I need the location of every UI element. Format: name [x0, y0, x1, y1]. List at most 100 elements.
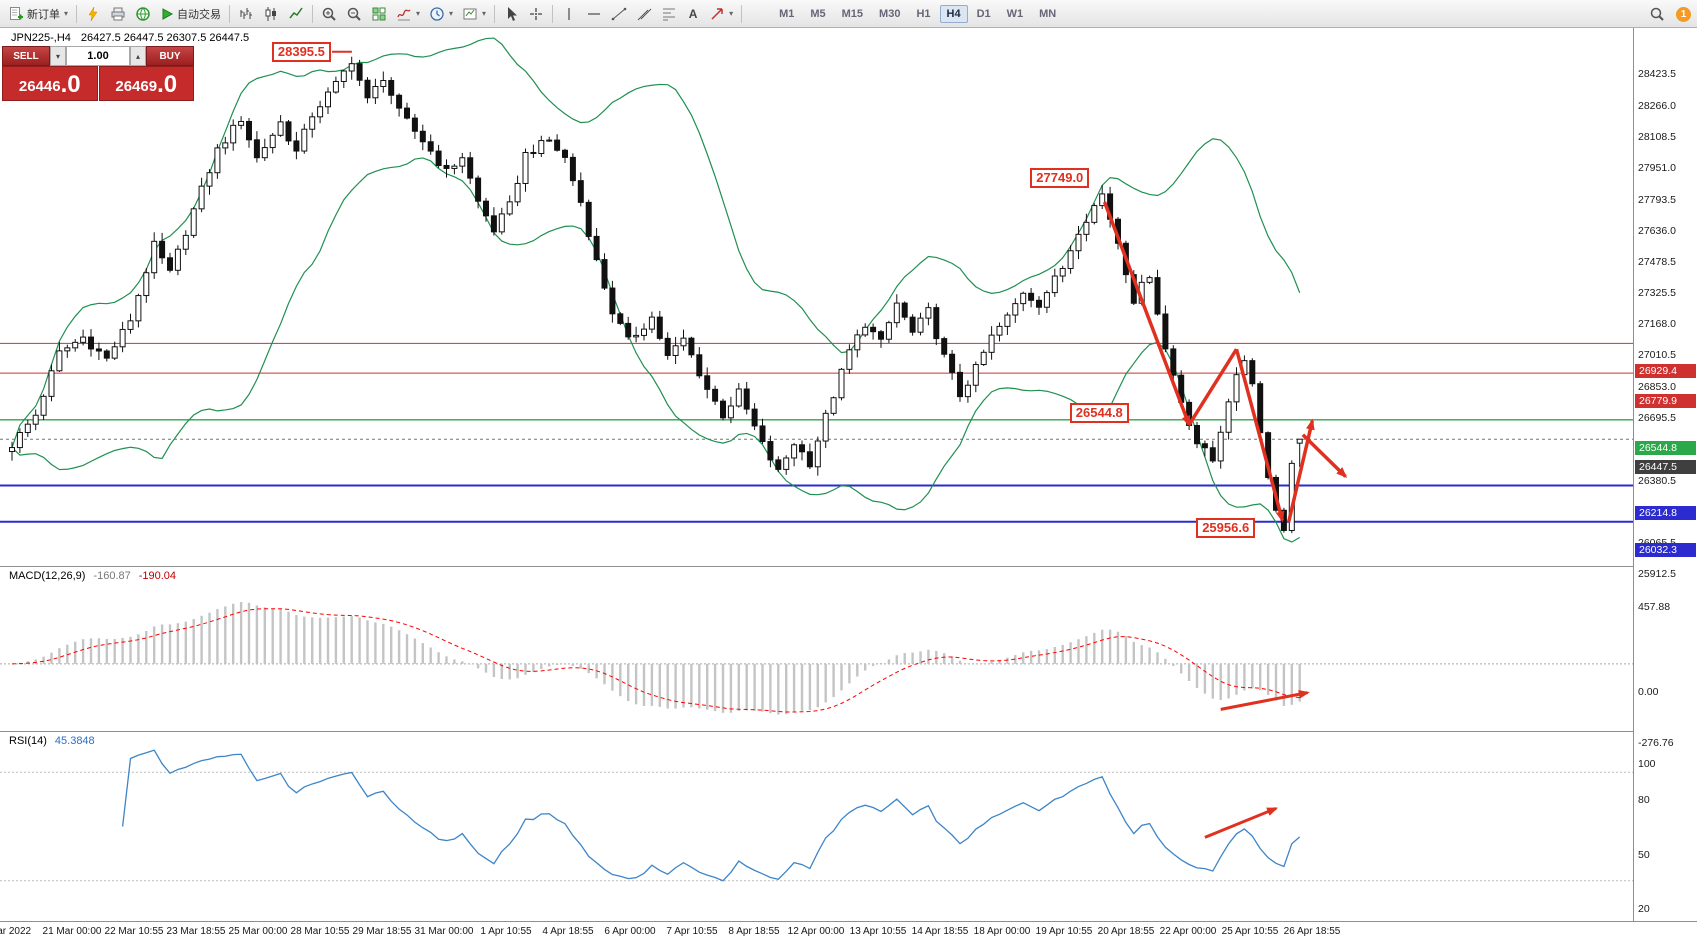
candlestick-icon [263, 6, 279, 22]
rsi-panel[interactable] [0, 731, 1697, 921]
horizontal-line-icon [586, 6, 602, 22]
rsi-header: RSI(14) 45.3848 [6, 735, 98, 747]
timeframe-h4[interactable]: H4 [939, 4, 968, 23]
arrows-tool-button[interactable]: ▾ [705, 3, 737, 25]
candlestick-chart-button[interactable] [259, 3, 283, 25]
price-callout[interactable]: 28395.5 [271, 41, 331, 62]
chevron-down-icon: ▾ [449, 9, 454, 18]
macd-header: MACD(12,26,9) -160.87 -190.04 [6, 570, 180, 582]
vertical-line-icon [561, 6, 577, 22]
bar-chart-icon [238, 6, 254, 22]
tile-windows-button[interactable] [367, 3, 391, 25]
vertical-line-button[interactable] [557, 3, 581, 25]
time-axis-label: 1 Apr 10:55 [480, 926, 532, 937]
sell-price[interactable]: 26446.0 [2, 66, 98, 101]
tile-windows-icon [371, 6, 387, 22]
one-click-trading-panel: SELL ▾ 1.00 ▴ BUY 26446.0 26469.0 [2, 46, 194, 101]
globe-icon [135, 6, 151, 22]
line-chart-button[interactable] [284, 3, 308, 25]
new-order-button[interactable]: 新订单 ▾ [4, 3, 72, 25]
toolbar-separator [741, 4, 743, 23]
templates-button[interactable]: ▾ [458, 3, 490, 25]
bar-chart-button[interactable] [234, 3, 258, 25]
axis-label: 50 [1638, 848, 1650, 861]
buy-button[interactable]: BUY [146, 46, 194, 66]
crosshair-icon [528, 6, 544, 22]
time-axis-label: Mar 2022 [0, 926, 32, 937]
autotrading-button[interactable]: 自动交易 [156, 3, 225, 25]
search-button[interactable] [1645, 3, 1669, 25]
volume-decrease-button[interactable]: ▾ [50, 46, 66, 66]
macd-panel[interactable] [0, 566, 1697, 731]
print-button[interactable] [106, 3, 130, 25]
time-axis-label: 23 Mar 18:55 [166, 926, 226, 937]
price-tag: 26214.8 [1635, 506, 1696, 521]
volume-input[interactable]: 1.00 [66, 46, 130, 66]
timeframe-m1[interactable]: M1 [779, 7, 795, 20]
search-icon [1649, 6, 1665, 22]
price-tag: 26929.4 [1635, 364, 1696, 379]
arrow-tool-icon [709, 6, 725, 22]
price-callout[interactable]: 25956.6 [1196, 517, 1256, 538]
price-axis[interactable]: 28423.5 28266.0 28108.5 27951.0 27793.5 27636… [1633, 28, 1697, 944]
chevron-down-icon: ▾ [482, 9, 487, 18]
trendline-button[interactable] [607, 3, 631, 25]
lightning-icon [85, 6, 101, 22]
axis-label: 28423.5 [1638, 68, 1676, 81]
timeframe-w1[interactable]: W1 [1006, 7, 1024, 20]
timeframe-m15[interactable]: M15 [841, 7, 864, 20]
zoom-out-button[interactable] [342, 3, 366, 25]
axis-label: 27793.5 [1638, 193, 1676, 206]
toolbar-separator [76, 4, 78, 23]
crosshair-button[interactable] [524, 3, 548, 25]
price-callout[interactable]: 27749.0 [1030, 168, 1090, 189]
volume-increase-button[interactable]: ▴ [130, 46, 146, 66]
price-tag: 26447.5 [1635, 460, 1696, 475]
timeframe-group: M1 M5 M15 M30 H1 H4 D1 W1 MN [772, 4, 1063, 23]
price-callout[interactable]: 26544.8 [1069, 402, 1129, 423]
printer-icon [110, 6, 126, 22]
zoom-in-button[interactable] [317, 3, 341, 25]
channel-button[interactable] [632, 3, 656, 25]
community-button[interactable] [131, 3, 155, 25]
fibonacci-button[interactable] [657, 3, 681, 25]
metaeditor-button[interactable] [81, 3, 105, 25]
time-axis-label: 25 Apr 10:55 [1221, 926, 1279, 937]
sell-button[interactable]: SELL [2, 46, 50, 66]
timeframe-d1[interactable]: D1 [976, 7, 991, 20]
axis-label: 27951.0 [1638, 162, 1676, 175]
ohlc-values: 26427.5 26447.5 26307.5 26447.5 [80, 32, 250, 44]
time-axis-label: 28 Mar 10:55 [290, 926, 350, 937]
time-axis-label: 14 Apr 18:55 [911, 926, 969, 937]
indicators-button[interactable]: ▾ [392, 3, 424, 25]
trendline-icon [611, 6, 627, 22]
axis-label: 26853.0 [1638, 380, 1676, 393]
axis-label: 457.88 [1638, 600, 1671, 613]
line-chart-icon [288, 6, 304, 22]
main-chart-panel[interactable] [0, 28, 1697, 566]
timeframe-mn[interactable]: MN [1039, 7, 1057, 20]
periods-button[interactable]: ▾ [425, 3, 457, 25]
timeframe-m30[interactable]: M30 [879, 7, 901, 20]
notification-badge[interactable]: 1 [1676, 6, 1691, 22]
timeframe-m5[interactable]: M5 [810, 7, 826, 20]
timeframe-h1[interactable]: H1 [916, 7, 931, 20]
horizontal-line-button[interactable] [582, 3, 606, 25]
axis-label: 27325.5 [1638, 286, 1676, 299]
cursor-button[interactable] [499, 3, 523, 25]
axis-label: -276.76 [1638, 737, 1674, 750]
macd-value: -160.87 [93, 570, 131, 582]
template-chart-icon [462, 6, 478, 22]
time-axis-label: 6 Apr 00:00 [604, 926, 656, 937]
time-axis-label: 18 Apr 00:00 [973, 926, 1031, 937]
time-axis-label: 25 Mar 00:00 [228, 926, 288, 937]
time-axis-label: 20 Apr 18:55 [1097, 926, 1155, 937]
toolbar: 新订单 ▾ 自动交易 [0, 0, 1697, 28]
toolbar-right-group: 1 [1645, 3, 1691, 25]
channel-icon [636, 6, 652, 22]
buy-price[interactable]: 26469.0 [98, 66, 194, 101]
text-tool-button[interactable]: A [682, 3, 704, 25]
time-axis-label: 4 Apr 18:55 [542, 926, 594, 937]
